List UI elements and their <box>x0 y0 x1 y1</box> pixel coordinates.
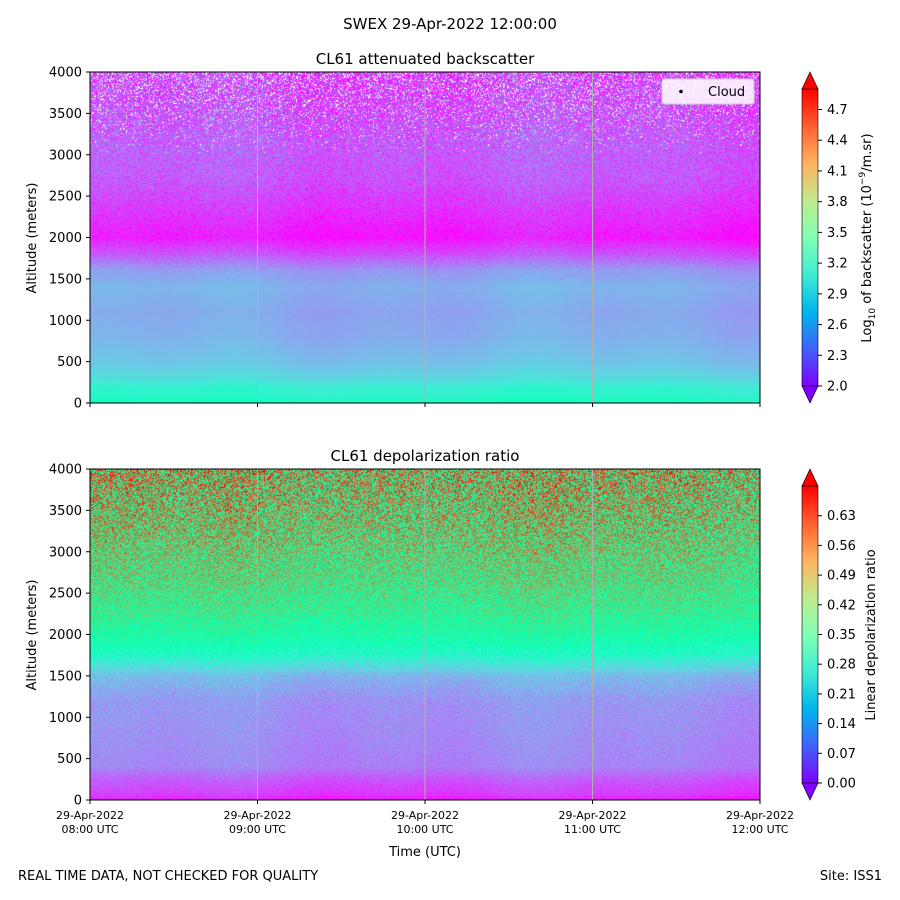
backscatter-colorbar-label: Log10 of backscatter (10−9/m.sr) <box>858 133 878 342</box>
colorbar-extend-max <box>801 468 819 487</box>
y-tick-label: 2000 <box>49 231 82 246</box>
colorbar-tick-label: 2.9 <box>827 287 848 302</box>
colorbar-tick-label: 3.2 <box>827 257 848 272</box>
backscatter-colorbar: 2.0 2.3 2.6 2.9 3.2 3.5 3.8 4.1 4.4 4.7 Log10 of … <box>801 71 878 404</box>
backscatter-ylabel: Altitude (meters) <box>25 183 40 294</box>
colorbar-tick-label: 2.6 <box>827 318 848 333</box>
figure-title: SWEX 29-Apr-2022 12:00:00 <box>343 15 557 33</box>
depolarization-y-ticks: 0 500 1000 1500 2000 2500 3000 3500 4000 <box>49 463 90 809</box>
y-tick-label: 3000 <box>49 148 82 163</box>
colorbar-extend-min <box>801 782 819 801</box>
quality-disclaimer: REAL TIME DATA, NOT CHECKED FOR QUALITY <box>18 869 319 884</box>
colorbar-tick-label: 0.35 <box>827 628 856 643</box>
colorbar-tick-label: 0.00 <box>827 777 856 792</box>
cloud-legend[interactable]: Cloud <box>661 78 755 105</box>
colorbar-tick-label: 4.1 <box>827 164 848 179</box>
depolarization-panel: CL61 depolarization ratio 0 500 1000 1500 20… <box>25 447 879 860</box>
colorbar-tick-label: 3.5 <box>827 226 848 241</box>
y-tick-label: 1500 <box>49 669 82 684</box>
y-tick-label: 1000 <box>49 314 82 329</box>
y-tick-label: 2500 <box>49 190 82 205</box>
y-tick-label: 3500 <box>49 107 82 122</box>
colorbar-tick-label: 0.28 <box>827 658 856 673</box>
colorbar-tick-label: 0.63 <box>827 509 856 524</box>
colorbar-tick-label: 0.14 <box>827 717 856 732</box>
x-tick-label: 29-Apr-2022 <box>726 809 794 822</box>
colorbar-tick-label: 0.56 <box>827 539 856 554</box>
colorbar-tick-label: 4.7 <box>827 103 848 118</box>
colorbar-tick-label: 0.42 <box>827 598 856 613</box>
y-tick-label: 1000 <box>49 711 82 726</box>
y-tick-label: 2000 <box>49 628 82 643</box>
colorbar-tick-label: 2.3 <box>827 349 848 364</box>
y-tick-label: 4000 <box>49 66 82 81</box>
colorbar-tick-label: 2.0 <box>827 380 848 395</box>
legend-box <box>661 78 755 105</box>
colorbar-tick-label: 3.8 <box>827 195 848 210</box>
backscatter-x-ticks <box>89 403 761 407</box>
backscatter-y-ticks: 0 500 1000 1500 2000 2500 3000 3500 4000 <box>49 66 90 412</box>
y-tick-label: 500 <box>57 355 82 370</box>
depolarization-ylabel: Altitude (meters) <box>25 580 40 691</box>
x-tick-label: 09:00 UTC <box>229 823 286 836</box>
y-tick-label: 1500 <box>49 272 82 287</box>
colorbar-tick-label: 4.4 <box>827 134 848 149</box>
x-tick-label: 29-Apr-2022 <box>56 809 124 822</box>
backscatter-colorbar-ticks: 2.0 2.3 2.6 2.9 3.2 3.5 3.8 4.1 4.4 4.7 <box>818 103 848 395</box>
colorbar-extend-min <box>801 385 819 404</box>
x-tick-label: 12:00 UTC <box>731 823 788 836</box>
colorbar-body <box>801 88 819 387</box>
cloud-marker-icon <box>679 89 683 94</box>
y-tick-label: 0 <box>74 794 82 809</box>
time-xlabel: Time (UTC) <box>388 845 461 860</box>
depolarization-gridlines <box>257 469 593 800</box>
depolarization-colorbar: 0.00 0.07 0.14 0.21 0.28 0.35 0.42 0.49 0.56 0.63… <box>801 468 879 801</box>
depolarization-title: CL61 depolarization ratio <box>331 447 520 465</box>
colorbar-tick-label: 0.21 <box>827 687 856 702</box>
x-tick-label: 29-Apr-2022 <box>223 809 291 822</box>
backscatter-gridlines <box>257 72 593 403</box>
y-tick-label: 3500 <box>49 504 82 519</box>
y-tick-label: 4000 <box>49 463 82 478</box>
colorbar-extend-max <box>801 71 819 90</box>
site-label: Site: ISS1 <box>819 869 882 884</box>
y-tick-label: 2500 <box>49 587 82 602</box>
backscatter-panel: CL61 attenuated backscatter 0 500 1000 1500… <box>25 50 878 412</box>
colorbar-tick-label: 0.07 <box>827 747 856 762</box>
backscatter-title: CL61 attenuated backscatter <box>316 50 535 68</box>
x-tick-label: 10:00 UTC <box>396 823 453 836</box>
x-tick-label: 11:00 UTC <box>564 823 621 836</box>
depolarization-colorbar-label: Linear depolarization ratio <box>864 549 879 720</box>
x-tick-label: 29-Apr-2022 <box>558 809 626 822</box>
x-tick-label: 08:00 UTC <box>61 823 118 836</box>
colorbar-tick-label: 0.49 <box>827 569 856 584</box>
colorbar-body <box>801 485 819 784</box>
y-tick-label: 3000 <box>49 545 82 560</box>
legend-cloud-label: Cloud <box>708 85 745 100</box>
y-tick-label: 500 <box>57 752 82 767</box>
y-tick-label: 0 <box>74 397 82 412</box>
depolarization-colorbar-ticks: 0.00 0.07 0.14 0.21 0.28 0.35 0.42 0.49 0.56 0.63 <box>818 509 856 792</box>
x-tick-label: 29-Apr-2022 <box>391 809 459 822</box>
